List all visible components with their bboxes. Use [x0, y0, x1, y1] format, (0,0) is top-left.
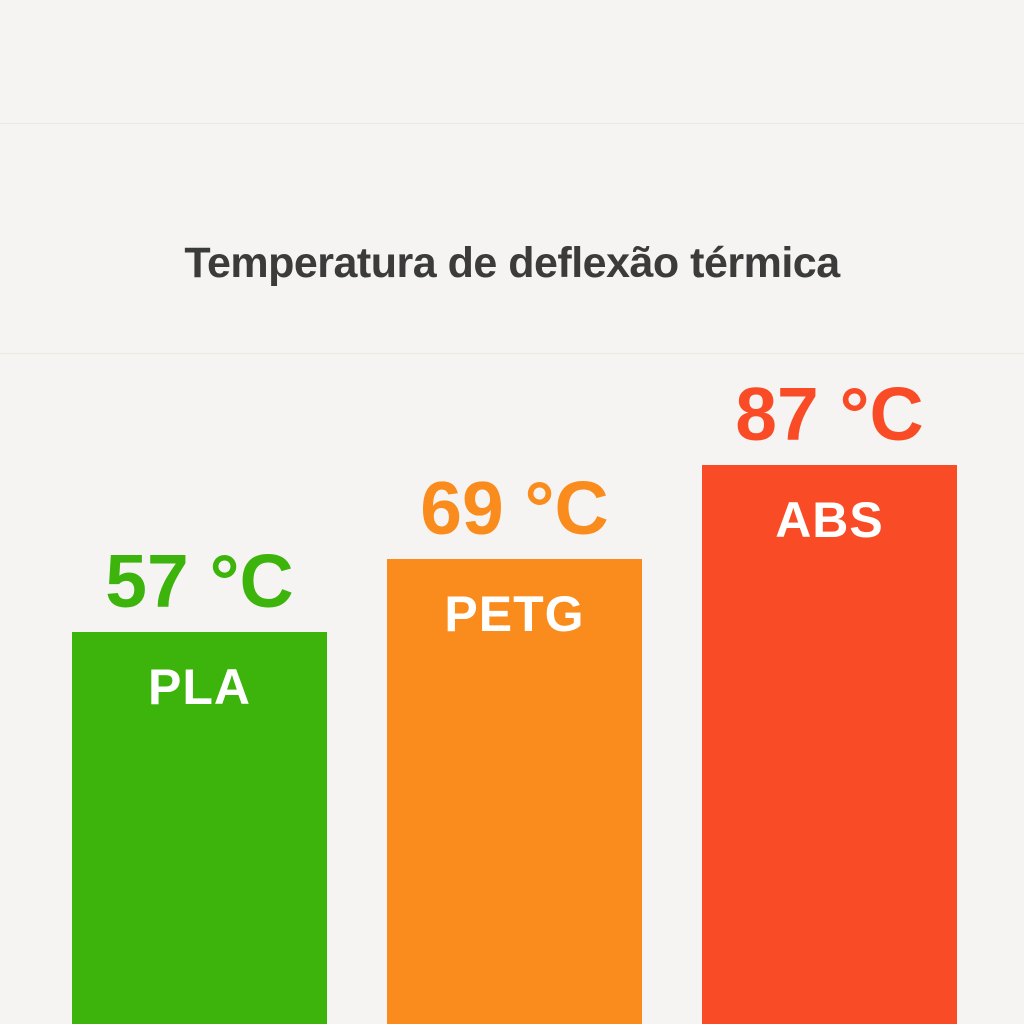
- bar-petg: PETG: [387, 559, 642, 1024]
- bar-group-abs: 87 °C ABS: [702, 372, 957, 1024]
- value-label-pla: 57 °C: [105, 539, 294, 624]
- bar-category-label-petg: PETG: [444, 586, 585, 642]
- horizontal-divider-top: [0, 123, 1024, 124]
- bar-group-petg: 69 °C PETG: [387, 466, 642, 1024]
- value-label-petg: 69 °C: [420, 466, 609, 551]
- bar-group-pla: 57 °C PLA: [72, 539, 327, 1024]
- horizontal-divider-middle: [0, 353, 1024, 354]
- chart-title: Temperatura de deflexão térmica: [184, 239, 840, 287]
- bar-category-label-abs: ABS: [775, 492, 884, 548]
- value-label-abs: 87 °C: [735, 372, 924, 457]
- bar-abs: ABS: [702, 465, 957, 1024]
- bar-category-label-pla: PLA: [148, 659, 251, 715]
- bar-pla: PLA: [72, 632, 327, 1024]
